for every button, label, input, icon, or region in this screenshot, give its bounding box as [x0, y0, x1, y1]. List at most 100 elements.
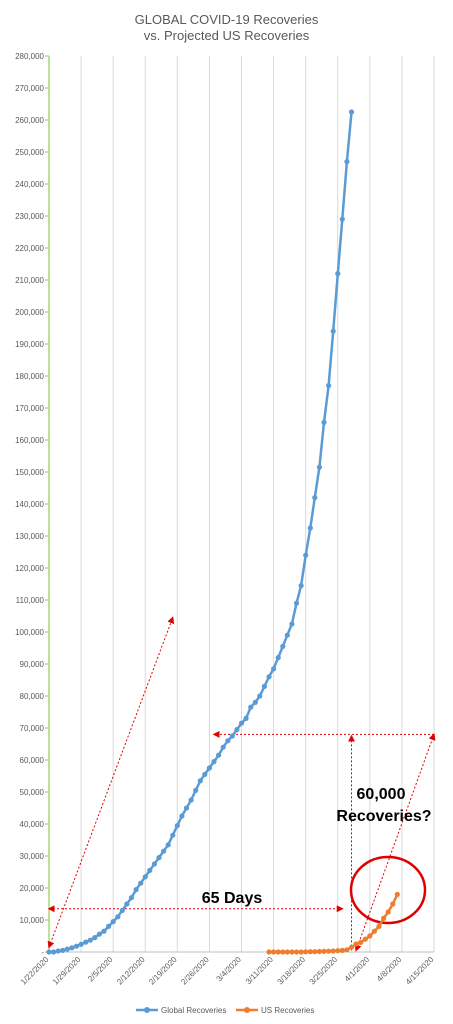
data-point-global: [106, 923, 112, 930]
annotation-60000: 60,000: [357, 786, 406, 803]
data-point-us: [367, 933, 373, 939]
data-point-us: [303, 949, 309, 955]
data-point-us: [353, 941, 359, 947]
data-point-global: [119, 907, 125, 914]
y-tick-label: 180,000: [15, 372, 44, 381]
data-point-global: [216, 752, 222, 758]
y-tick-label: 230,000: [15, 212, 44, 221]
data-point-us: [326, 948, 332, 954]
data-point-global: [303, 552, 309, 558]
data-point-global: [46, 949, 52, 955]
y-tick-label: 170,000: [15, 404, 44, 413]
data-point-global: [275, 655, 281, 661]
data-point-global: [179, 813, 185, 819]
data-point-us: [284, 949, 290, 955]
data-point-us: [316, 948, 322, 955]
data-point-global: [151, 861, 157, 867]
x-tick-label: 2/19/2020: [147, 955, 179, 987]
data-point-us: [381, 915, 387, 922]
data-point-global: [197, 778, 203, 784]
y-tick-label: 210,000: [15, 276, 44, 285]
data-point-global: [335, 271, 341, 277]
data-point-global: [252, 699, 258, 706]
annotation-labels: 65 Days 60,000 Recoveries?: [202, 786, 432, 907]
series-line-us: [269, 893, 399, 954]
data-point-global: [161, 848, 167, 854]
y-tick-label: 240,000: [15, 180, 44, 189]
data-point-us: [362, 936, 368, 942]
data-point-global: [69, 945, 75, 951]
x-tick-label: 3/18/2020: [276, 955, 308, 987]
y-tick-label: 250,000: [15, 148, 44, 157]
data-point-us: [275, 949, 281, 955]
y-tick-label: 10,000: [20, 916, 45, 925]
legend: Global Recoveries US Recoveries: [136, 1006, 314, 1015]
data-point-global: [326, 383, 332, 389]
x-tick-label: 1/29/2020: [51, 955, 83, 987]
x-tick-label: 4/15/2020: [404, 955, 436, 987]
chart-title: GLOBAL COVID-19 Recoveries: [134, 12, 319, 27]
y-tick-label: 70,000: [20, 724, 45, 733]
x-tick-label: 2/26/2020: [179, 955, 211, 987]
data-point-global: [271, 666, 277, 672]
data-point-global: [225, 738, 231, 744]
data-point-us: [312, 949, 318, 955]
data-point-global: [115, 914, 121, 920]
data-point-global: [257, 693, 263, 699]
data-point-us: [344, 947, 350, 953]
data-point-us: [390, 901, 396, 907]
highlight-circle: [349, 855, 427, 925]
data-point-global: [183, 805, 190, 811]
data-point-global: [101, 928, 107, 934]
annotation-recoveries: Recoveries?: [336, 808, 431, 825]
y-tick-label: 100,000: [15, 628, 44, 637]
x-tick-label: 2/12/2020: [115, 955, 147, 987]
data-point-us: [348, 944, 355, 950]
y-tick-label: 190,000: [15, 340, 44, 349]
data-point-global: [73, 943, 80, 949]
data-point-global: [51, 949, 57, 955]
data-point-global: [133, 887, 139, 893]
data-point-us: [371, 928, 377, 934]
data-point-us: [330, 948, 336, 954]
legend-us-marker: [244, 1007, 250, 1013]
data-point-global: [128, 895, 135, 901]
data-point-global: [170, 832, 176, 838]
data-point-us: [280, 949, 286, 955]
y-tick-label: 140,000: [15, 500, 44, 509]
data-point-global: [211, 759, 217, 765]
data-point-global: [312, 495, 318, 501]
data-point-us: [385, 909, 391, 915]
data-point-us: [289, 949, 295, 955]
data-point-global: [174, 823, 180, 829]
data-point-global: [92, 935, 98, 941]
chart-subtitle: vs. Projected US Recoveries: [143, 28, 310, 43]
y-tick-label: 40,000: [20, 820, 45, 829]
data-point-global: [138, 880, 144, 886]
y-tick-label: 50,000: [20, 788, 45, 797]
data-point-global: [220, 744, 226, 750]
data-point-global: [298, 583, 304, 589]
data-point-global: [193, 787, 199, 794]
y-tick-label: 160,000: [15, 436, 44, 445]
data-point-global: [293, 600, 300, 606]
data-point-global: [289, 621, 295, 627]
data-point-global: [307, 525, 313, 531]
x-tick-label: 2/5/2020: [86, 955, 115, 984]
data-point-global: [261, 683, 267, 690]
y-tick-label: 120,000: [15, 564, 44, 573]
y-tick-label: 270,000: [15, 84, 44, 93]
annotation-65-days: 65 Days: [202, 890, 263, 907]
data-point-global: [202, 771, 208, 778]
x-tick-label: 3/25/2020: [308, 955, 340, 987]
data-point-global: [266, 674, 272, 680]
annotation-arrows: [47, 616, 436, 952]
data-point-us: [266, 949, 272, 955]
x-tick-label: 1/22/2020: [19, 955, 51, 987]
data-point-us: [335, 948, 341, 954]
x-tick-label: 3/4/2020: [215, 955, 244, 984]
data-point-global: [234, 727, 240, 733]
y-tick-label: 80,000: [20, 692, 45, 701]
y-tick-label: 200,000: [15, 308, 44, 317]
data-point-global: [321, 419, 327, 425]
